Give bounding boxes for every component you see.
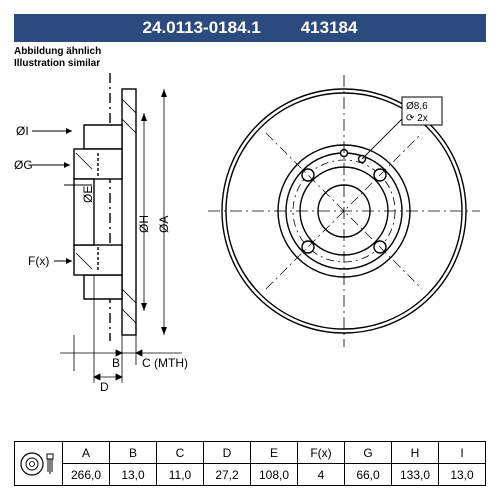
val-I: 13,0 (439, 464, 486, 486)
drawing-svg: ØI ØG ØE ØH ØA F(x) (14, 48, 486, 438)
col-A: A (63, 442, 110, 464)
svg-text:Ø8,6: Ø8,6 (406, 101, 428, 112)
table-value-row: 266,0 13,0 11,0 27,2 108,0 4 66,0 133,0 … (15, 464, 486, 486)
col-F: F(x) (298, 442, 345, 464)
val-C: 11,0 (157, 464, 204, 486)
part-code: 413184 (301, 18, 358, 38)
header-bar: 24.0113-0184.1 413184 (14, 14, 486, 42)
val-G: 66,0 (345, 464, 392, 486)
part-icon-cell (15, 442, 63, 486)
svg-text:D: D (100, 380, 109, 394)
svg-text:B: B (112, 356, 120, 370)
svg-text:C (MTH): C (MTH) (142, 356, 188, 370)
svg-text:ØH: ØH (137, 215, 151, 233)
col-H: H (392, 442, 439, 464)
val-D: 27,2 (204, 464, 251, 486)
svg-text:ØG: ØG (14, 158, 33, 172)
val-B: 13,0 (110, 464, 157, 486)
col-B: B (110, 442, 157, 464)
technical-drawing: ØI ØG ØE ØH ØA F(x) (14, 48, 486, 438)
svg-text:ØI: ØI (16, 124, 29, 138)
val-F: 4 (298, 464, 345, 486)
col-C: C (157, 442, 204, 464)
rotor-bolt-icon (19, 446, 59, 482)
dimension-table: A B C D E F(x) G H I 266,0 13,0 11,0 27,… (14, 441, 486, 486)
col-E: E (251, 442, 298, 464)
svg-text:ØA: ØA (157, 216, 171, 233)
svg-text:F(x): F(x) (28, 254, 49, 268)
side-view (74, 73, 136, 341)
col-G: G (345, 442, 392, 464)
col-D: D (204, 442, 251, 464)
part-number: 24.0113-0184.1 (143, 18, 261, 38)
svg-text:⟳ 2x: ⟳ 2x (406, 113, 428, 124)
col-I: I (439, 442, 486, 464)
val-H: 133,0 (392, 464, 439, 486)
svg-text:ØE: ØE (81, 186, 95, 203)
val-E: 108,0 (251, 464, 298, 486)
val-A: 266,0 (63, 464, 110, 486)
table-header-row: A B C D E F(x) G H I (15, 442, 486, 464)
